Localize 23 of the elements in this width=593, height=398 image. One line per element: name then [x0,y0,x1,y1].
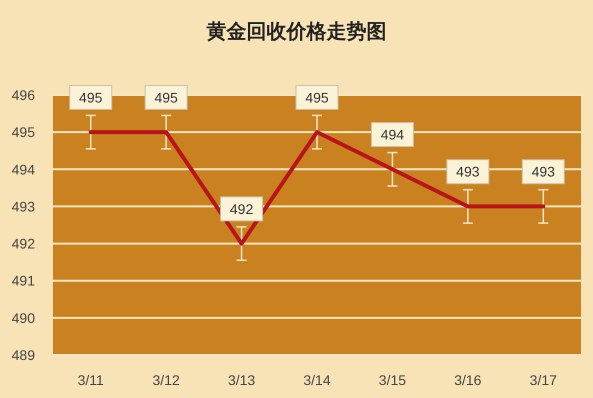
y-tick-label: 496 [12,87,36,103]
data-label: 492 [230,200,254,217]
y-tick-label: 490 [12,310,36,326]
data-label: 493 [532,164,556,180]
y-tick-label: 493 [12,198,36,214]
data-label: 494 [380,126,404,143]
x-tick-label: 3/17 [530,372,558,388]
data-label: 493 [456,164,480,180]
data-label: 495 [154,89,178,106]
y-tick-label: 489 [12,347,36,363]
chart-title: 黄金回收价格走势图 [206,21,386,43]
y-tick-label: 494 [12,161,36,178]
x-tick-label: 3/14 [303,372,331,388]
y-tick-label: 491 [12,272,36,289]
data-label: 495 [305,89,329,106]
x-tick-label: 3/13 [228,372,256,388]
x-tick-label: 3/16 [454,372,482,388]
x-tick-label: 3/15 [378,372,406,388]
y-tick-label: 492 [12,236,36,252]
x-tick-label: 3/11 [78,372,104,388]
y-tick-label: 495 [12,124,36,140]
x-tick-label: 3/12 [152,372,180,388]
data-label: 495 [79,89,103,106]
